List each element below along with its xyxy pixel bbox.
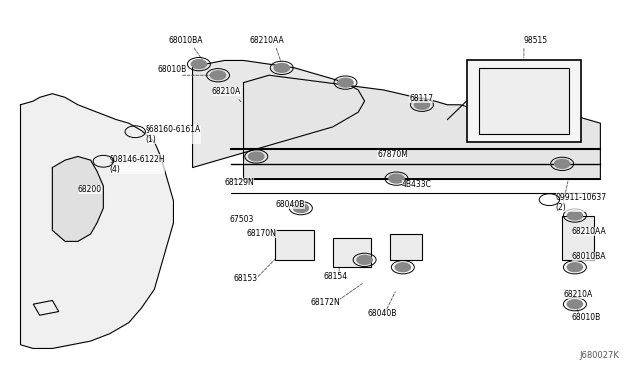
FancyBboxPatch shape	[390, 234, 422, 260]
Text: 68210A: 68210A	[212, 87, 241, 96]
Text: 68153: 68153	[234, 274, 258, 283]
Circle shape	[191, 60, 207, 68]
FancyBboxPatch shape	[479, 68, 568, 134]
Circle shape	[414, 100, 429, 109]
Circle shape	[338, 78, 353, 87]
Polygon shape	[52, 157, 103, 241]
Polygon shape	[244, 75, 600, 179]
Circle shape	[567, 300, 582, 309]
Text: 4B433C: 4B433C	[401, 180, 431, 189]
Text: 67870M: 67870M	[378, 150, 408, 159]
FancyBboxPatch shape	[333, 238, 371, 267]
Text: 68210AA: 68210AA	[250, 36, 285, 45]
Text: 68010B: 68010B	[572, 312, 601, 321]
Text: 68210A: 68210A	[563, 291, 593, 299]
Text: 68010B: 68010B	[157, 65, 187, 74]
Text: 68010BA: 68010BA	[572, 251, 606, 261]
Text: J680027K: J680027K	[580, 350, 620, 359]
Text: 98515: 98515	[524, 36, 548, 45]
FancyBboxPatch shape	[275, 230, 314, 260]
Text: 09911-10637
(2): 09911-10637 (2)	[556, 193, 607, 212]
Text: §08146-6122H
(4): §08146-6122H (4)	[109, 154, 165, 174]
Circle shape	[567, 211, 582, 220]
Circle shape	[389, 174, 404, 183]
Circle shape	[248, 152, 264, 161]
Polygon shape	[20, 94, 173, 349]
FancyBboxPatch shape	[562, 215, 594, 260]
Circle shape	[211, 71, 226, 80]
Circle shape	[554, 160, 570, 168]
Circle shape	[567, 263, 582, 272]
Text: 68040B: 68040B	[275, 200, 305, 209]
FancyBboxPatch shape	[467, 61, 581, 142]
Text: 68210AA: 68210AA	[572, 227, 607, 235]
Text: 68154: 68154	[323, 272, 348, 281]
Text: 67503: 67503	[230, 215, 254, 224]
Text: 68040B: 68040B	[368, 309, 397, 318]
Circle shape	[293, 204, 308, 212]
Polygon shape	[193, 61, 365, 167]
Circle shape	[357, 256, 372, 264]
Text: 68170N: 68170N	[246, 230, 276, 238]
Circle shape	[395, 263, 410, 272]
Text: 68129N: 68129N	[225, 178, 254, 187]
Text: 68117: 68117	[409, 94, 433, 103]
Circle shape	[274, 63, 289, 72]
Text: 68200: 68200	[78, 185, 102, 194]
Text: 68010BA: 68010BA	[169, 36, 204, 45]
Text: 68172N: 68172N	[310, 298, 340, 307]
Text: §68160-6161A
(1): §68160-6161A (1)	[145, 125, 201, 144]
